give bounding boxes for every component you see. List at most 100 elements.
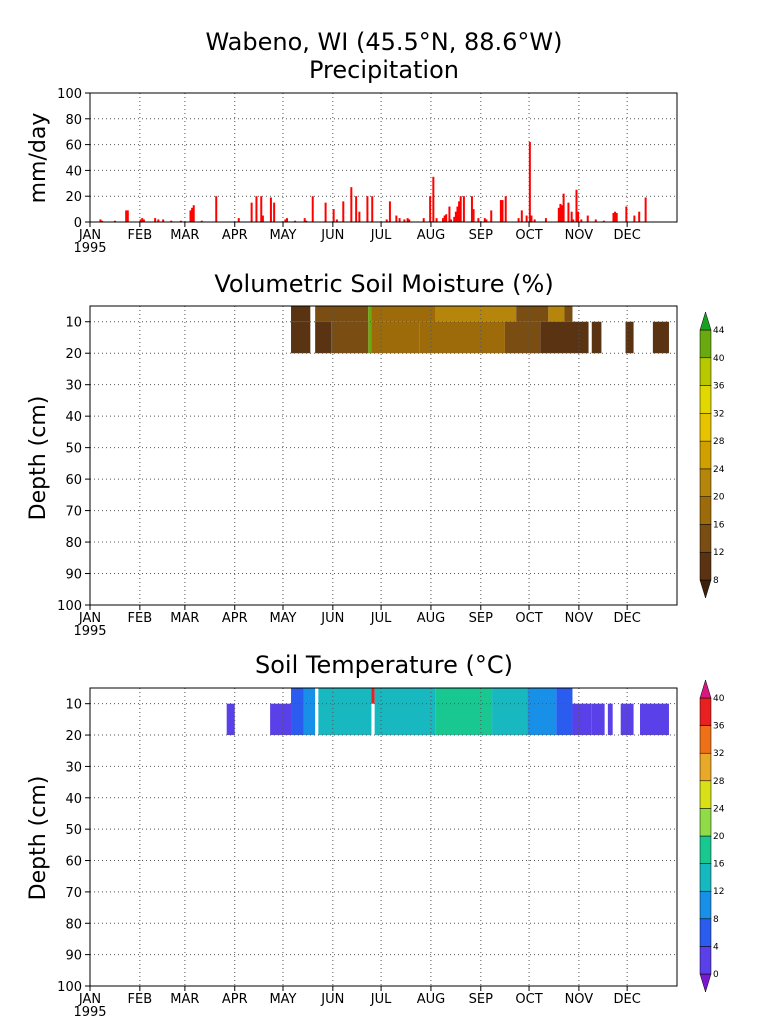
data-cell	[368, 306, 372, 354]
x-tick-label: DEC	[613, 992, 640, 1007]
y-tick-label: 30	[65, 760, 82, 775]
y-tick-label: 20	[65, 190, 82, 205]
data-cell	[504, 321, 541, 354]
colorbar-label: 20	[713, 832, 725, 842]
colorbar-segment	[699, 329, 712, 359]
y-tick-label: 90	[65, 568, 82, 583]
x-tick-label: AUG	[417, 992, 445, 1007]
colorbar-segment	[699, 780, 712, 809]
data-cell	[226, 703, 235, 736]
colorbar-label: 12	[713, 548, 724, 558]
colorbar-label: 32	[713, 409, 724, 419]
x-tick-label: OCT	[515, 228, 542, 243]
x-tick-label: JUN	[320, 992, 344, 1007]
colorbar-end-high	[699, 311, 712, 331]
x-tick-label: JUN	[320, 228, 344, 243]
precip-title: Precipitation	[309, 56, 459, 84]
data-cell	[607, 703, 613, 736]
data-cell	[640, 703, 669, 736]
colorbar-segment	[699, 918, 712, 947]
x-tick-label: NOV	[565, 228, 594, 243]
data-cell	[435, 306, 517, 322]
temperature-y-label: Depth (cm)	[26, 776, 51, 901]
colorbar-label: 12	[713, 887, 724, 897]
x-tick-label: FEB	[128, 611, 153, 626]
data-cell	[318, 688, 372, 736]
y-tick-label: 70	[65, 886, 82, 901]
data-cell	[591, 703, 605, 736]
y-tick-label: 100	[57, 87, 82, 102]
y-tick-label: 90	[65, 949, 82, 964]
heatmap-frame	[89, 305, 678, 606]
x-tick-label: OCT	[515, 611, 542, 626]
figure-title: Wabeno, WI (45.5°N, 88.6°W)	[205, 28, 562, 56]
precip-frame	[89, 92, 678, 223]
x-tick-label: APR	[222, 611, 248, 626]
y-tick-label: 20	[65, 347, 82, 362]
y-tick-label: 40	[65, 792, 82, 807]
colorbar-segment	[699, 946, 712, 975]
year-label: 1995	[73, 624, 106, 639]
colorbar-end-low	[699, 579, 712, 599]
x-tick-label: AUG	[417, 228, 445, 243]
colorbar-segment	[699, 752, 712, 782]
data-cell	[315, 321, 332, 354]
year-label: 1995	[73, 241, 106, 256]
x-tick-label: SEP	[469, 611, 493, 626]
temperature-colorbar: 0 4 8 12 16 20 24 28 32 36 40	[699, 679, 725, 993]
colorbar-label: 28	[713, 437, 725, 447]
x-tick-label: MAR	[170, 992, 199, 1007]
heatmap-frame	[89, 687, 678, 987]
data-cell	[291, 321, 311, 354]
colorbar-label: 32	[713, 749, 724, 759]
x-tick-label: FEB	[128, 992, 153, 1007]
colorbar-end-high	[699, 679, 712, 699]
colorbar-segment	[699, 551, 712, 581]
y-tick-label: 80	[65, 113, 82, 128]
colorbar-segment	[699, 468, 712, 497]
x-tick-label: APR	[222, 228, 248, 243]
x-tick-label: NOV	[565, 611, 594, 626]
data-cell	[291, 688, 304, 736]
x-tick-label: JUL	[370, 228, 392, 243]
colorbar-segment	[699, 890, 712, 920]
y-tick-label: 10	[65, 316, 82, 331]
y-tick-label: 60	[65, 473, 82, 488]
data-cell	[540, 321, 589, 354]
colorbar-label: 4	[713, 942, 719, 952]
colorbar-label: 40	[713, 694, 725, 704]
data-cell	[419, 321, 505, 354]
colorbar-segment	[699, 440, 712, 470]
colorbar-segment	[699, 725, 712, 754]
colorbar-end-low	[699, 973, 712, 993]
precip-plot: 0 20 40 60 80 100 JAN FEB MAR APR MAY JUN JUL AUG SEP O…	[57, 87, 678, 256]
colorbar-label: 8	[713, 915, 719, 925]
colorbar-label: 24	[713, 804, 725, 814]
data-cell	[572, 703, 592, 736]
x-tick-label: SEP	[469, 992, 493, 1007]
colorbar-segment	[699, 496, 712, 525]
colorbar-segment	[699, 835, 712, 864]
x-tick-label: MAY	[269, 992, 296, 1007]
y-tick-label: 60	[65, 855, 82, 870]
x-tick-label: JAN	[78, 611, 101, 626]
precip-y-label: mm/day	[26, 113, 51, 204]
y-tick-label: 70	[65, 505, 82, 520]
moisture-title: Volumetric Soil Moisture (%)	[214, 270, 553, 298]
data-cell	[331, 321, 369, 354]
data-cell	[374, 688, 436, 736]
y-tick-label: 10	[65, 698, 82, 713]
x-tick-label: JUL	[370, 611, 392, 626]
data-cell	[492, 688, 528, 736]
x-tick-label: MAR	[170, 228, 199, 243]
colorbar-segment	[699, 413, 712, 442]
colorbar-segment	[699, 697, 712, 726]
y-tick-label: 40	[65, 410, 82, 425]
data-cell	[291, 306, 311, 322]
y-tick-label: 50	[65, 442, 82, 457]
colorbar-label: 24	[713, 465, 725, 475]
data-cell	[652, 321, 669, 354]
